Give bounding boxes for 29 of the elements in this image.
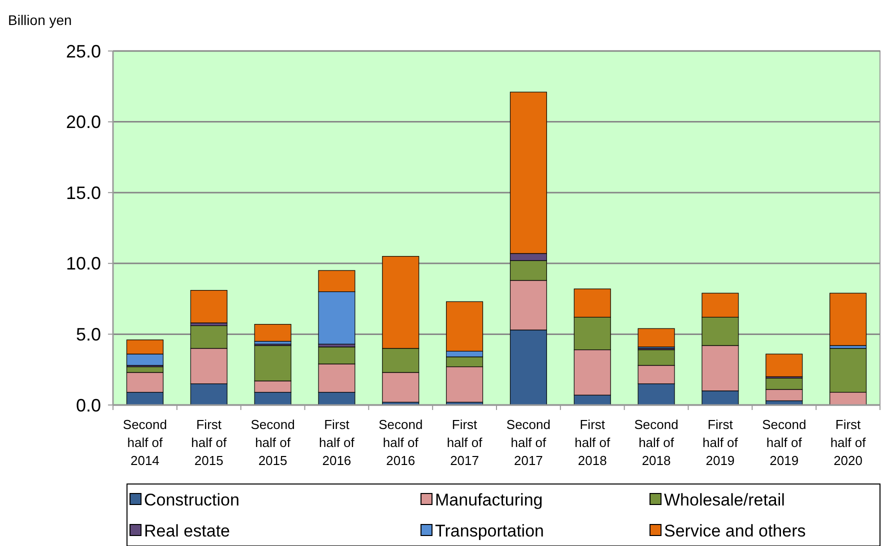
y-tick-label: 5.0 — [76, 324, 101, 344]
x-tick-label: Second half of 2018 — [634, 417, 678, 468]
bar — [254, 324, 292, 342]
x-tick-label: First half of 2016 — [318, 417, 355, 468]
legend-label: Transportation — [435, 522, 544, 540]
x-tick-label: First half of 2015 — [191, 417, 227, 468]
legend-label: Manufacturing — [435, 490, 543, 510]
bar — [830, 292, 867, 346]
legend-label: Real estate — [144, 522, 230, 540]
x-tick-label: First half of 2018 — [574, 417, 610, 468]
legend-label: Construction — [144, 490, 240, 510]
legend-label: Wholesale/retail — [664, 490, 785, 510]
y-tick-label: 10.0 — [66, 254, 101, 274]
y-tick-label: 20.0 — [66, 112, 101, 132]
y-tick-label: 0.0 — [76, 395, 101, 416]
y-axis-title: Billion yen — [8, 12, 72, 28]
x-tick-label: First half of 2017 — [446, 417, 483, 468]
bar — [638, 328, 675, 348]
legend-label: Service and others — [664, 522, 806, 540]
x-tick-label: Second half of 2019 — [762, 417, 806, 468]
y-tick-label: 25.0 — [66, 41, 101, 62]
y-tick-label: 15.0 — [66, 182, 101, 203]
x-tick-label: Second half of 2014 — [122, 417, 168, 468]
x-tick-label: Second half of 2016 — [378, 417, 423, 468]
x-tick-label: First half of 2019 — [702, 417, 738, 468]
x-tick-label: Second half of 2017 — [506, 417, 551, 468]
x-tick-label: Second half of 2015 — [250, 417, 295, 468]
bar — [190, 290, 228, 324]
x-tick-label: First half of 2020 — [830, 417, 866, 468]
